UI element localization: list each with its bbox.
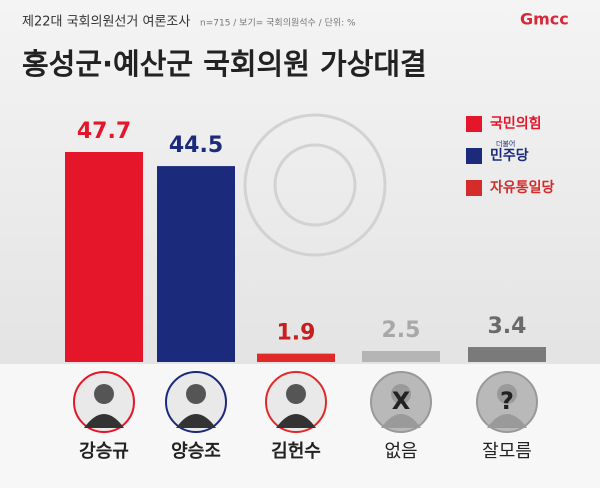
bar [65, 152, 143, 362]
avatar-head [286, 384, 306, 404]
watermark [273, 143, 357, 227]
avatar-head [497, 384, 517, 404]
chart-title: 홍성군·예산군 국회의원 가상대결 [22, 47, 427, 81]
bar [257, 353, 335, 362]
value-label: 44.5 [169, 133, 223, 158]
value-label: 1.9 [277, 321, 316, 346]
bar [157, 166, 235, 362]
kicker: 제22대 국회의원선거 여론조사 [22, 15, 190, 30]
x-tick-label: 김헌수 [271, 441, 321, 462]
x-tick-label: 양승조 [171, 441, 221, 462]
value-label: 47.7 [77, 119, 131, 144]
value-label: 2.5 [382, 318, 421, 343]
legend-label: 민주당 [490, 147, 529, 164]
watermark [243, 113, 387, 257]
note: n=715 / 보기= 국회의원석수 / 단위: % [200, 18, 356, 29]
avatar-body [84, 414, 124, 428]
avatar-body [381, 414, 421, 428]
avatar-head [94, 384, 114, 404]
value-label: 3.4 [488, 314, 527, 339]
avatar-body [276, 414, 316, 428]
avatar-body [487, 414, 527, 428]
avatar-head [186, 384, 206, 404]
legend-swatch [466, 148, 482, 164]
bar [468, 347, 546, 362]
legend-sub: 더불어 [496, 139, 515, 148]
legend-swatch [466, 116, 482, 132]
avatar-body [176, 414, 216, 428]
x-tick-label: 강승규 [79, 441, 129, 462]
bar [362, 350, 440, 362]
legend-label: 자유통일당 [490, 179, 555, 196]
legend-label: 국민의힘 [490, 115, 542, 132]
avatar-head [391, 384, 411, 404]
x-tick-label: 잘모름 [482, 441, 532, 462]
avatar-symbol: X [392, 387, 411, 415]
legend-swatch [466, 180, 482, 196]
x-tick-label: 없음 [384, 441, 417, 462]
logo: Gmcc [520, 10, 569, 29]
avatar-symbol: ? [500, 387, 514, 415]
